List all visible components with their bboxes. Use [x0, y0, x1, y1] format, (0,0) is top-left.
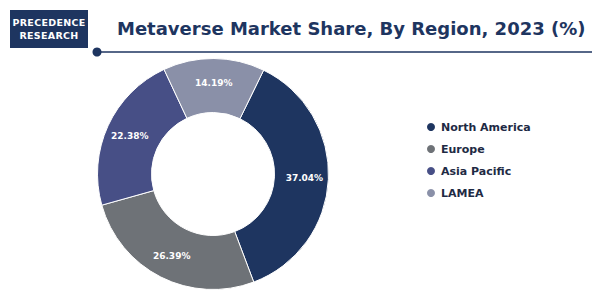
- svg-text:Asia Pacific: Asia Pacific: [441, 165, 511, 178]
- svg-text:Europe: Europe: [441, 143, 485, 156]
- svg-text:Metaverse Market Share, By Reg: Metaverse Market Share, By Region, 2023 …: [117, 18, 585, 39]
- html-text:PRECEDENCE: PRECEDENCE: [12, 17, 86, 28]
- svg-text:26.39%: 26.39%: [153, 251, 191, 261]
- svg-text:37.04%: 37.04%: [286, 173, 324, 183]
- svg-text:North America: North America: [441, 121, 531, 134]
- html-text:RESEARCH: RESEARCH: [19, 30, 79, 41]
- svg-text:LAMEA: LAMEA: [441, 187, 484, 200]
- svg-text:14.19%: 14.19%: [195, 78, 233, 88]
- svg-text:22.38%: 22.38%: [111, 131, 149, 141]
